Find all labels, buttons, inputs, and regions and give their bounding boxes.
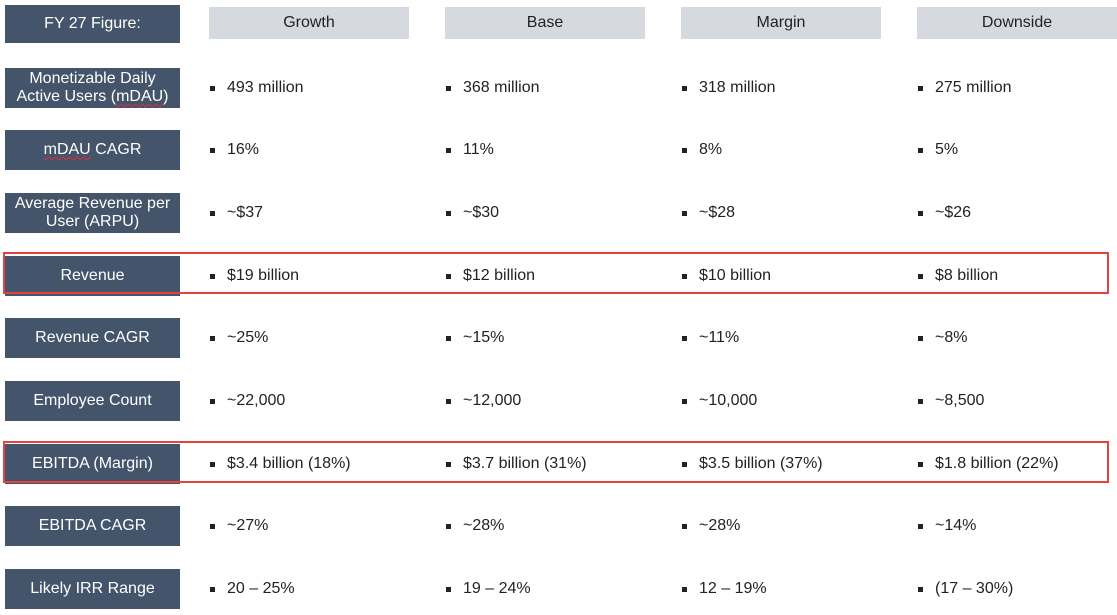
cell-margin: $10 billion	[682, 256, 902, 296]
bullet-icon	[918, 398, 923, 404]
bullet-icon	[918, 210, 923, 216]
bullet-icon	[682, 273, 687, 279]
bullet-icon	[918, 461, 923, 467]
cell-downside: ~8,500	[918, 381, 1117, 421]
bullet-icon	[918, 85, 923, 91]
row-label-mdau-cagr: mDAU CAGR	[5, 130, 180, 170]
cell-downside: $1.8 billion (22%)	[918, 444, 1117, 484]
bullet-icon	[446, 586, 451, 592]
bullet-icon	[682, 523, 687, 529]
column-header-downside: Downside	[917, 7, 1117, 39]
cell-margin: ~28%	[682, 506, 902, 546]
cell-growth: $3.4 billion (18%)	[210, 444, 430, 484]
table-row-ebitda-cagr: EBITDA CAGR ~27% ~28% ~28% ~14%	[0, 506, 1117, 546]
cell-margin: 318 million	[682, 68, 902, 108]
cell-margin: 8%	[682, 130, 902, 170]
cell-base: ~12,000	[446, 381, 666, 421]
bullet-icon	[210, 523, 215, 529]
bullet-icon	[682, 210, 687, 216]
cell-growth: ~22,000	[210, 381, 430, 421]
cell-margin: $3.5 billion (37%)	[682, 444, 902, 484]
row-label-ebitda-cagr: EBITDA CAGR	[5, 506, 180, 546]
bullet-icon	[682, 586, 687, 592]
bullet-icon	[918, 273, 923, 279]
table-row-irr-range: Likely IRR Range 20 – 25% 19 – 24% 12 – …	[0, 569, 1117, 609]
cell-margin: 12 – 19%	[682, 569, 902, 609]
bullet-icon	[210, 461, 215, 467]
cell-downside: ~8%	[918, 318, 1117, 358]
cell-base: ~15%	[446, 318, 666, 358]
bullet-icon	[446, 461, 451, 467]
cell-growth: $19 billion	[210, 256, 430, 296]
cell-downside: 275 million	[918, 68, 1117, 108]
bullet-icon	[918, 147, 923, 153]
bullet-icon	[446, 147, 451, 153]
cell-downside: 5%	[918, 130, 1117, 170]
table-row-arpu: Average Revenue per User (ARPU) ~$37 ~$30…	[0, 193, 1117, 233]
cell-margin: ~$28	[682, 193, 902, 233]
row-label-irr-range: Likely IRR Range	[5, 569, 180, 609]
corner-header-label: FY 27 Figure:	[5, 5, 180, 43]
cell-downside: $8 billion	[918, 256, 1117, 296]
table-row-mdau: Monetizable Daily Active Users (mDAU) 49…	[0, 68, 1117, 108]
cell-base: 368 million	[446, 68, 666, 108]
bullet-icon	[682, 398, 687, 404]
cell-base: ~$30	[446, 193, 666, 233]
cell-base: 19 – 24%	[446, 569, 666, 609]
row-label-ebitda-margin: EBITDA (Margin)	[5, 444, 180, 484]
row-label-employee-count: Employee Count	[5, 381, 180, 421]
bullet-icon	[446, 523, 451, 529]
bullet-icon	[918, 586, 923, 592]
column-header-growth: Growth	[209, 7, 409, 39]
cell-growth: 16%	[210, 130, 430, 170]
cell-downside: (17 – 30%)	[918, 569, 1117, 609]
bullet-icon	[210, 85, 215, 91]
bullet-icon	[918, 335, 923, 341]
cell-base: $12 billion	[446, 256, 666, 296]
bullet-icon	[210, 273, 215, 279]
table-row-employee-count: Employee Count ~22,000 ~12,000 ~10,000 ~…	[0, 381, 1117, 421]
bullet-icon	[210, 210, 215, 216]
cell-base: 11%	[446, 130, 666, 170]
bullet-icon	[682, 85, 687, 91]
cell-margin: ~10,000	[682, 381, 902, 421]
bullet-icon	[446, 85, 451, 91]
bullet-icon	[682, 147, 687, 153]
bullet-icon	[446, 335, 451, 341]
bullet-icon	[446, 210, 451, 216]
row-label-arpu: Average Revenue per User (ARPU)	[5, 193, 180, 233]
bullet-icon	[210, 335, 215, 341]
cell-base: ~28%	[446, 506, 666, 546]
row-label-mdau: Monetizable Daily Active Users (mDAU)	[5, 68, 180, 108]
column-header-base: Base	[445, 7, 645, 39]
cell-base: $3.7 billion (31%)	[446, 444, 666, 484]
bullet-icon	[210, 586, 215, 592]
bullet-icon	[446, 273, 451, 279]
row-label-revenue-cagr: Revenue CAGR	[5, 318, 180, 358]
table-row-revenue-cagr: Revenue CAGR ~25% ~15% ~11% ~8%	[0, 318, 1117, 358]
cell-downside: ~14%	[918, 506, 1117, 546]
cell-growth: ~$37	[210, 193, 430, 233]
cell-margin: ~11%	[682, 318, 902, 358]
bullet-icon	[682, 335, 687, 341]
table-row-revenue: Revenue $19 billion $12 billion $10 bill…	[0, 256, 1117, 296]
bullet-icon	[210, 398, 215, 404]
row-label-revenue: Revenue	[5, 256, 180, 296]
table-row-mdau-cagr: mDAU CAGR 16% 11% 8% 5%	[0, 130, 1117, 170]
bullet-icon	[446, 398, 451, 404]
cell-growth: ~25%	[210, 318, 430, 358]
cell-growth: 20 – 25%	[210, 569, 430, 609]
bullet-icon	[210, 147, 215, 153]
column-header-margin: Margin	[681, 7, 881, 39]
cell-downside: ~$26	[918, 193, 1117, 233]
cell-growth: ~27%	[210, 506, 430, 546]
bullet-icon	[918, 523, 923, 529]
cell-growth: 493 million	[210, 68, 430, 108]
bullet-icon	[682, 461, 687, 467]
table-row-ebitda-margin: EBITDA (Margin) $3.4 billion (18%) $3.7 …	[0, 444, 1117, 484]
